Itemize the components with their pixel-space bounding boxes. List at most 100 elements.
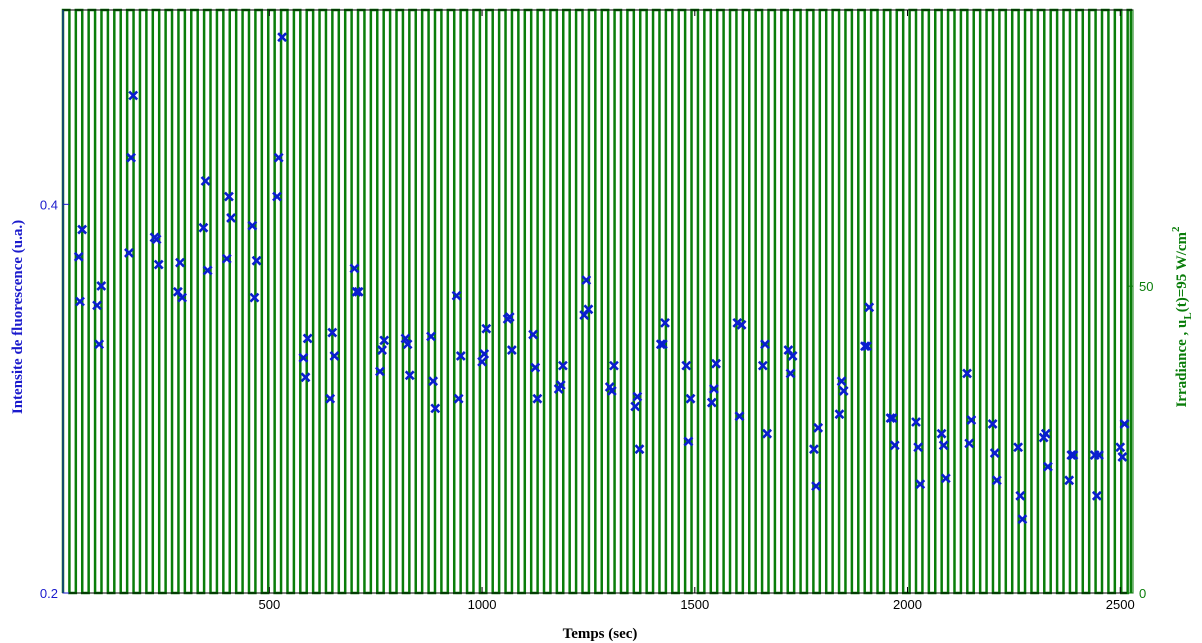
fluorescence-point	[153, 259, 164, 270]
y-left-tick-label: 0.4	[40, 197, 58, 212]
fluorescence-point	[940, 473, 951, 484]
fluorescence-point	[302, 333, 313, 344]
x-tick-label: 1500	[680, 597, 709, 612]
fluorescence-point	[734, 411, 745, 422]
fluorescence-point	[379, 335, 390, 346]
fluorescence-point	[325, 393, 336, 404]
fluorescence-point	[272, 191, 282, 202]
fluorescence-point	[202, 265, 213, 276]
fluorescence-point	[428, 376, 439, 387]
fluorescence-point	[221, 253, 232, 264]
fluorescence-markers	[73, 32, 1130, 525]
fluorescence-point	[811, 481, 821, 492]
fluorescence-point	[151, 234, 162, 245]
irradiance-square-wave	[61, 8, 1133, 595]
fluorescence-point	[1115, 442, 1126, 453]
y-left-axis-title: Intensite de fluorescence (u.a.)	[10, 220, 26, 414]
y-right-axis-title: Irradiance , uL(t)=95 W/cm2	[1170, 226, 1194, 408]
fluorescence-point	[75, 296, 85, 307]
fluorescence-point	[353, 286, 364, 297]
y-right-tick-label: 50	[1139, 279, 1153, 294]
fluorescence-point	[124, 247, 134, 258]
fluorescence-point	[785, 368, 796, 379]
fluorescence-point	[706, 397, 717, 408]
fluorescence-point	[736, 319, 747, 330]
fluorescence-point	[885, 413, 896, 424]
fluorescence-point	[430, 403, 441, 414]
fluorescence-point	[1066, 450, 1077, 460]
fluorescence-point	[453, 393, 464, 404]
fluorescence-point	[92, 300, 102, 311]
y-left-axis-ticks: 0.2 0.4	[40, 197, 69, 601]
fluorescence-point	[660, 317, 670, 328]
fluorescence-point	[175, 257, 185, 268]
fluorescence-point	[506, 345, 517, 356]
fluorescence-point	[936, 428, 947, 439]
fluorescence-point	[632, 391, 643, 402]
x-tick-label: 1000	[468, 597, 497, 612]
x-tick-label: 2500	[1106, 597, 1135, 612]
fluorescence-point	[479, 349, 490, 359]
fluorescence-point	[862, 341, 873, 352]
fluorescence-point	[987, 419, 998, 429]
fluorescence-point	[532, 393, 543, 404]
fluorescence-point	[73, 251, 84, 262]
fluorescence-point	[349, 263, 360, 274]
fluorescence-point	[938, 440, 949, 451]
fluorescence-point	[757, 360, 768, 371]
y-right-tick-label: 0	[1139, 586, 1146, 601]
fluorescence-point	[426, 331, 436, 342]
fluorescence-point	[126, 152, 136, 163]
fluorescence-point	[251, 255, 262, 266]
fluorescence-point	[451, 290, 462, 301]
fluorescence-point	[477, 356, 487, 367]
fluorescence-point	[481, 323, 492, 334]
fluorescence-point	[327, 327, 338, 338]
y-right-axis-title-suffix: (t)=95 W/cm	[1174, 231, 1190, 312]
fluorescence-point	[681, 360, 692, 371]
fluorescence-point	[655, 339, 666, 350]
fluorescence-point	[298, 352, 309, 363]
fluorescence-point	[989, 448, 1000, 458]
fluorescence-point	[404, 370, 415, 381]
fluorescence-point	[177, 292, 188, 303]
fluorescence-point	[504, 312, 515, 322]
fluorescence-point	[224, 191, 234, 202]
fluorescence-point	[1064, 475, 1075, 486]
fluorescence-point	[991, 475, 1002, 486]
fluorescence-point	[813, 422, 824, 433]
fluorescence-point	[555, 380, 566, 390]
fluorescence-point	[1068, 450, 1079, 460]
fluorescence-point	[557, 360, 568, 371]
fluorescence-point	[1119, 419, 1130, 429]
fluorescence-point	[249, 292, 260, 303]
fluorescence-point	[273, 152, 284, 163]
x-tick-label: 500	[258, 597, 280, 612]
fluorescence-point	[300, 372, 311, 383]
fluorescence-point	[1013, 442, 1024, 453]
fluorescence-point	[1015, 490, 1026, 501]
fluorescence-point	[351, 286, 362, 297]
fluorescence-point	[528, 329, 539, 340]
fluorescence-point	[247, 220, 258, 231]
fluorescence-point	[762, 428, 773, 439]
fluorescence-point	[1042, 461, 1053, 472]
fluorescence-point	[375, 366, 385, 377]
fluorescence-point	[530, 362, 541, 373]
fluorescence-point	[583, 304, 594, 315]
fluorescence-point	[581, 275, 592, 286]
fluorescence-point	[709, 384, 719, 394]
y-right-axis-title-subscript: L	[1182, 312, 1194, 319]
fluorescence-point	[787, 350, 798, 361]
fluorescence-point	[915, 479, 926, 490]
fluorescence-point	[913, 442, 924, 453]
fluorescence-point	[685, 393, 696, 404]
fluorescence-point	[711, 358, 721, 369]
fluorescence-point	[808, 444, 819, 455]
fluorescence-point	[911, 417, 921, 427]
fluorescence-point	[606, 385, 617, 396]
fluorescence-point	[962, 368, 972, 379]
fluorescence-point	[634, 444, 645, 455]
fluorescence-point	[609, 360, 619, 371]
